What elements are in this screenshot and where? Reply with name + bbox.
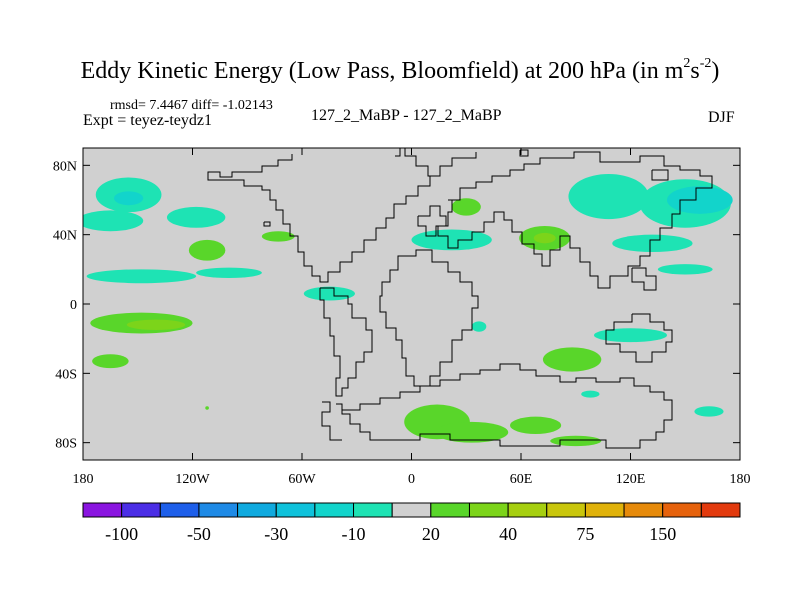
- coastline-greenland: [395, 148, 441, 177]
- colorbar-box-16: [700, 502, 741, 518]
- contour-region-4: [86, 269, 197, 284]
- contour-region-14: [694, 406, 724, 417]
- contour-region-6: [303, 286, 355, 301]
- contour-fills: [83, 174, 733, 447]
- colorbar-label-3: -10: [342, 524, 366, 544]
- contour-region-19: [451, 198, 481, 216]
- axes: 180 120W 60W 0 60E 120E 180 80N 40N 0 40S 80S: [53, 148, 751, 487]
- y-tick-label-0: 80N: [53, 159, 77, 174]
- contour-region-5: [196, 267, 262, 278]
- contour-region-29: [550, 435, 602, 447]
- colorbar-label-5: 40: [499, 524, 517, 544]
- contour-region-18: [261, 231, 295, 242]
- colorbar-label-7: 150: [649, 524, 676, 544]
- contour-region-13: [594, 328, 667, 343]
- x-tick-label-3: 0: [408, 472, 415, 487]
- colorbar-box-11: [507, 502, 548, 518]
- colorbar-label-4: 20: [422, 524, 440, 544]
- colorbar-label-0: -100: [105, 524, 138, 544]
- experiment-label: Expt = teyez-teydz1: [83, 112, 212, 129]
- contour-region-27: [435, 421, 509, 443]
- colorbar-box-2: [159, 502, 200, 518]
- contour-region-24: [92, 354, 129, 369]
- contour-region-25: [542, 347, 602, 372]
- coastline-islands-2: [651, 169, 669, 181]
- x-tick-label-1: 120W: [175, 472, 210, 487]
- colorbar-box-7: [353, 502, 393, 518]
- colorbar-box-9: [430, 502, 470, 518]
- y-tick-label-4: 80S: [55, 437, 77, 452]
- contour-region-15: [581, 390, 600, 398]
- contour-region-1: [114, 191, 144, 206]
- x-tick-label-6: 180: [730, 472, 751, 487]
- x-tick-label-0: 180: [73, 472, 94, 487]
- colorbar-box-5: [275, 502, 316, 518]
- contour-region-17: [188, 239, 226, 261]
- contour-region-28: [510, 416, 562, 435]
- contour-region-23: [126, 319, 186, 330]
- colorbar-box-14: [623, 502, 664, 518]
- title-end: ): [711, 58, 720, 84]
- title-sup-2: -2: [699, 56, 712, 71]
- contour-region-11: [657, 264, 713, 275]
- contour-region-16: [471, 321, 487, 332]
- stats-label: rmsd= 7.4467 diff= -1.02143: [110, 98, 273, 113]
- x-tick-label-4: 60E: [510, 472, 533, 487]
- contour-region-12: [411, 229, 492, 251]
- y-tick-label-3: 40S: [55, 367, 77, 382]
- season-label: DJF: [708, 109, 735, 126]
- contour-region-3: [166, 206, 226, 228]
- colorbar: -100 -50 -30 -10 20 40 75 150: [82, 502, 741, 544]
- title-mid: s: [690, 58, 700, 84]
- coastline-antarctic-peninsula: [321, 401, 342, 441]
- colorbar-label-6: 75: [576, 524, 594, 544]
- coastline-africa: [379, 249, 479, 387]
- colorbar-box-15: [662, 502, 702, 518]
- contour-region-10: [612, 234, 693, 252]
- y-tick-label-1: 40N: [53, 229, 77, 244]
- coastline-arctic-islands: [519, 149, 529, 157]
- coastline-antarctica: [336, 363, 673, 449]
- coastline-europe-details: [417, 205, 447, 237]
- colorbar-label-1: -50: [187, 524, 211, 544]
- colorbar-box-8: [391, 502, 432, 518]
- colorbar-box-12: [546, 502, 586, 518]
- coastline-north-america: [207, 152, 477, 283]
- y-tick-label-2: 0: [70, 298, 77, 313]
- contour-region-9: [667, 186, 733, 214]
- coastline-australia: [605, 313, 673, 363]
- case-label: 127_2_MaBP - 127_2_MaBP: [311, 107, 502, 124]
- coastlines: [207, 148, 713, 449]
- title-sup-1: 2: [683, 56, 691, 71]
- colorbar-box-1: [121, 502, 161, 518]
- colorbar-box-0: [82, 502, 123, 518]
- coastline-islands-1: [263, 221, 271, 227]
- colorbar-box-6: [314, 502, 355, 518]
- colorbar-box-4: [237, 502, 277, 518]
- colorbar-label-2: -30: [264, 524, 288, 544]
- contour-region-2: [83, 210, 144, 232]
- coastline-islands-3: [631, 267, 657, 291]
- x-tick-label-5: 120E: [616, 472, 646, 487]
- contour-region-21: [533, 232, 556, 244]
- x-tick-label-2: 60W: [288, 472, 316, 487]
- colorbar-box-10: [468, 502, 509, 518]
- title-main: Eddy Kinetic Energy (Low Pass, Bloomfiel…: [80, 58, 684, 84]
- coastline-south-america: [319, 287, 373, 397]
- contour-region-30: [205, 406, 209, 410]
- colorbar-box-13: [584, 502, 625, 518]
- colorbar-box-3: [198, 502, 239, 518]
- coastline-eurasia: [437, 151, 713, 289]
- chart-title: Eddy Kinetic Energy (Low Pass, Bloomfiel…: [0, 56, 800, 85]
- contour-region-7: [568, 174, 649, 220]
